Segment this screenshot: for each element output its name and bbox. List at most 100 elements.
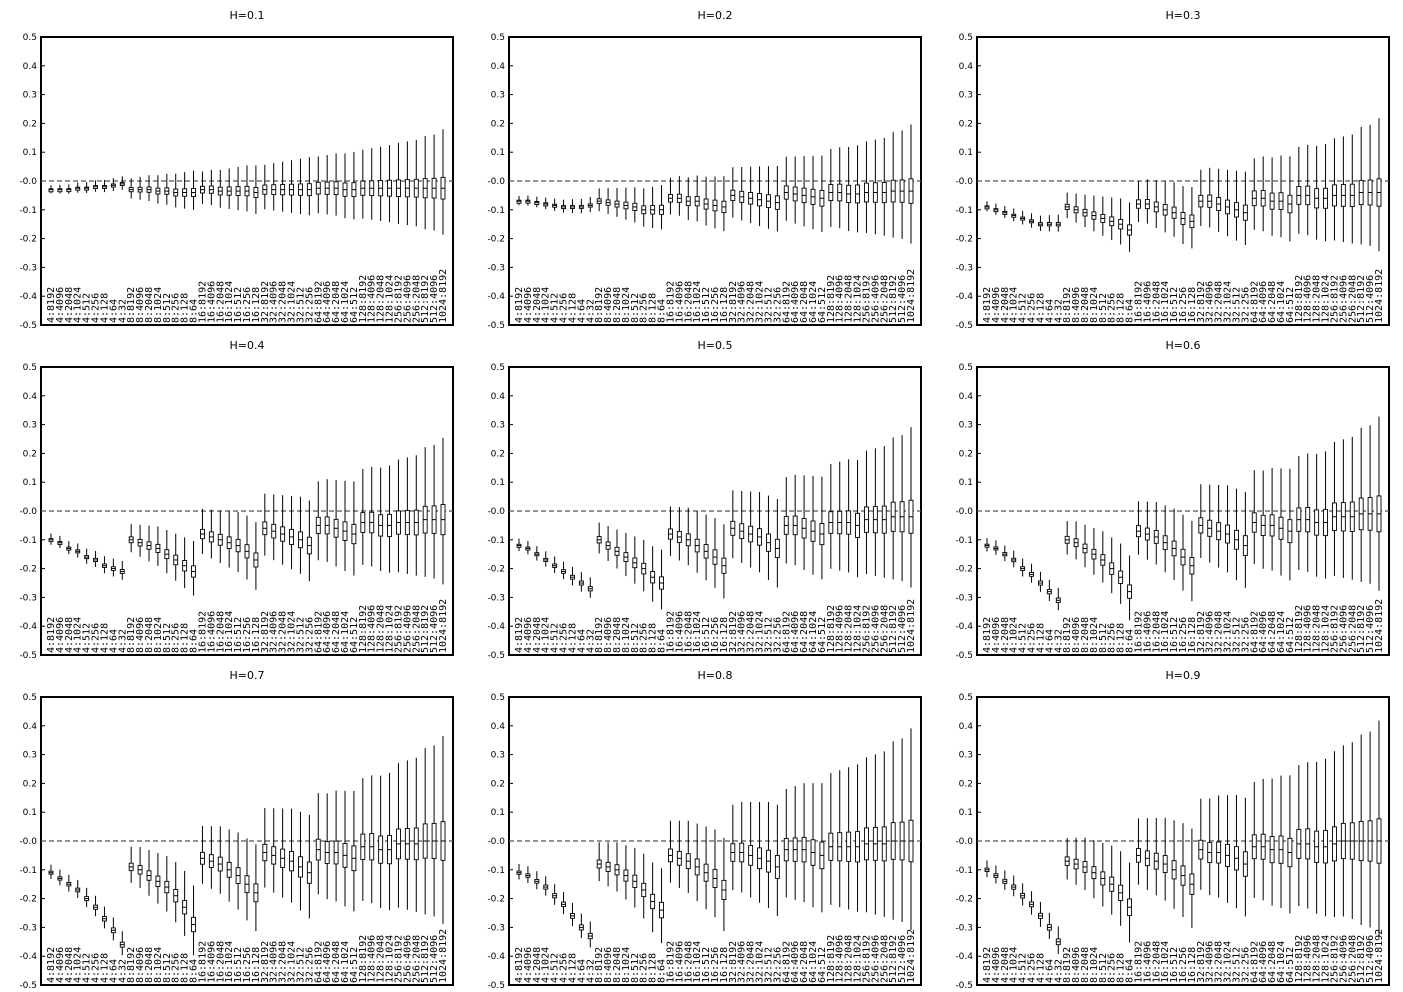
panel-6: H=0.6 0.5 0.4 0.3 0.2 0.1 -0.0 -0.1 -0.2 -0.3 -0.4… bbox=[955, 339, 1390, 661]
x-tick-label: 32:256 bbox=[304, 617, 315, 653]
y-tick-label: 0.2 bbox=[491, 119, 505, 129]
x-tick-label: 16:512 bbox=[1169, 947, 1180, 983]
x-tick-label: 32:1024 bbox=[755, 281, 766, 323]
x-tick-label: 4:32 bbox=[1053, 629, 1064, 653]
y-tick-label: -0.0 bbox=[487, 837, 505, 847]
y-tick-label: -0.5 bbox=[955, 651, 973, 661]
y-tick-label: 0.5 bbox=[491, 363, 505, 373]
x-tick-label: 8:256 bbox=[639, 953, 650, 983]
x-tick-label: 16:128 bbox=[719, 287, 730, 323]
x-tick-label: 16:128 bbox=[1187, 287, 1198, 323]
x-tick-label: 8:64 bbox=[657, 959, 668, 983]
x-tick-label: 32:256 bbox=[1240, 947, 1251, 983]
x-tick-label: 8:1024 bbox=[153, 617, 164, 653]
x-tick-label: 32:256 bbox=[1240, 287, 1251, 323]
x-tick-label: 8:1024 bbox=[621, 287, 632, 323]
x-tick-label: 8:128 bbox=[1116, 953, 1127, 983]
x-tick-label: 64:1024 bbox=[1276, 941, 1287, 983]
y-tick-label: -0.3 bbox=[955, 263, 973, 273]
y-tick-label: 0.5 bbox=[959, 693, 973, 703]
x-tick-label: 256:8192 bbox=[1329, 935, 1340, 983]
x-tick-label: 64:512 bbox=[349, 287, 360, 323]
y-tick-label: 0.4 bbox=[491, 392, 506, 402]
y-tick-label: -0.0 bbox=[487, 507, 505, 517]
x-tick-label: 8:128 bbox=[180, 623, 191, 653]
x-tick-label: 8:4096 bbox=[1071, 287, 1082, 323]
x-tick-label: 32:2048 bbox=[1214, 941, 1225, 983]
y-tick-label: 0.2 bbox=[959, 449, 973, 459]
x-tick-label: 16:8192 bbox=[197, 611, 208, 653]
x-tick-label: 4:32 bbox=[1053, 959, 1064, 983]
y-tick-label: -0.1 bbox=[487, 866, 505, 876]
y-tick-label: 0.1 bbox=[491, 808, 505, 818]
x-tick-label: 128:1024 bbox=[853, 275, 864, 323]
y-tick-label: 0.1 bbox=[23, 478, 37, 488]
x-tick-label: 4:64 bbox=[576, 299, 587, 323]
x-tick-label: 8:4096 bbox=[135, 617, 146, 653]
x-tick-label: 4:2048 bbox=[532, 947, 543, 983]
x-tick-label: 256:2048 bbox=[879, 275, 890, 323]
x-tick-label: 8:256 bbox=[639, 623, 650, 653]
x-tick-label: 32:8192 bbox=[260, 611, 271, 653]
x-tick-label: 4:128 bbox=[567, 293, 578, 323]
y-tick-label: -0.5 bbox=[955, 981, 973, 991]
x-tick-label: 128:2048 bbox=[376, 275, 387, 323]
x-tick-label: 64:1024 bbox=[340, 281, 351, 323]
x-tick-label: 64:2048 bbox=[331, 281, 342, 323]
x-tick-label: 8:128 bbox=[1116, 293, 1127, 323]
x-tick-label: 1024:8192 bbox=[906, 269, 917, 323]
y-tick-label: -0.1 bbox=[19, 206, 37, 216]
x-tick-label: 32:4096 bbox=[1205, 611, 1216, 653]
y-tick-label: -0.5 bbox=[487, 651, 505, 661]
x-tick-label: 64:512 bbox=[349, 617, 360, 653]
x-tick-label: 16:8192 bbox=[197, 281, 208, 323]
x-tick-label: 64:1024 bbox=[340, 941, 351, 983]
x-tick-label: 128:2048 bbox=[844, 275, 855, 323]
x-tick-label: 64:1024 bbox=[1276, 611, 1287, 653]
x-tick-label: 32:256 bbox=[304, 287, 315, 323]
x-tick-label: 8:8192 bbox=[594, 947, 605, 983]
y-tick-label: -0.5 bbox=[19, 321, 37, 331]
y-tick-label: 0.5 bbox=[491, 693, 505, 703]
x-tick-label: 1024:8192 bbox=[906, 929, 917, 983]
x-tick-label: 4:64 bbox=[1044, 299, 1055, 323]
x-tick-label: 8:1024 bbox=[1089, 617, 1100, 653]
x-tick-label: 16:4096 bbox=[206, 941, 217, 983]
y-tick-label: -0.4 bbox=[487, 952, 505, 962]
x-tick-label: 64:2048 bbox=[1267, 941, 1278, 983]
x-tick-label: 16:4096 bbox=[206, 281, 217, 323]
x-tick-label: 8:64 bbox=[657, 629, 668, 653]
x-tick-label: 32:1024 bbox=[755, 611, 766, 653]
x-tick-label: 8:256 bbox=[1107, 293, 1118, 323]
x-tick-label: 32:1024 bbox=[1223, 941, 1234, 983]
x-tick-label: 256:2048 bbox=[411, 935, 422, 983]
x-tick-label: 4:128 bbox=[567, 623, 578, 653]
x-tick-label: 32:4096 bbox=[269, 941, 280, 983]
x-tick-label: 64:4096 bbox=[322, 941, 333, 983]
y-tick-label: -0.4 bbox=[487, 292, 505, 302]
y-tick-label: 0.2 bbox=[23, 119, 37, 129]
x-tick-label: 256:4096 bbox=[1338, 275, 1349, 323]
x-tick-label: 512:8192 bbox=[420, 935, 431, 983]
x-tick-label: 1024:8192 bbox=[1374, 599, 1385, 653]
x-tick-label: 512:4096 bbox=[897, 935, 908, 983]
x-tick-label: 128:1024 bbox=[385, 275, 396, 323]
x-tick-label: 8:2048 bbox=[144, 617, 155, 653]
x-tick-label: 512:4096 bbox=[897, 605, 908, 653]
x-tick-label: 128:2048 bbox=[1312, 605, 1323, 653]
y-tick-label: 0.1 bbox=[23, 148, 37, 158]
x-tick-label: 16:128 bbox=[251, 947, 262, 983]
x-tick-label: 64:1024 bbox=[808, 281, 819, 323]
x-tick-label: 8:1024 bbox=[621, 617, 632, 653]
x-tick-label: 16:256 bbox=[1178, 947, 1189, 983]
x-tick-label: 8:8192 bbox=[126, 947, 137, 983]
x-tick-label: 64:2048 bbox=[331, 941, 342, 983]
y-tick-label: -0.2 bbox=[19, 565, 37, 575]
x-tick-label: 4:32 bbox=[585, 299, 596, 323]
x-tick-label: 256:8192 bbox=[393, 275, 404, 323]
x-tick-label: 8:2048 bbox=[144, 947, 155, 983]
x-tick-label: 16:1024 bbox=[224, 941, 235, 983]
x-tick-label: 64:4096 bbox=[322, 611, 333, 653]
x-tick-label: 32:4096 bbox=[1205, 941, 1216, 983]
x-tick-label: 4:8192 bbox=[982, 617, 993, 653]
